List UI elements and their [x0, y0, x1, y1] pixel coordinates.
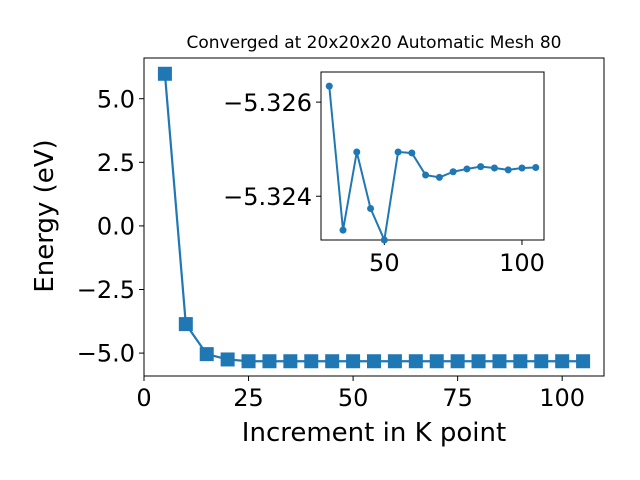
main-data-point	[262, 354, 277, 369]
inset-x-tick-label: 100	[499, 249, 545, 277]
inset-data-point	[532, 164, 540, 172]
inset-data-point	[490, 164, 498, 172]
main-data-point	[367, 354, 381, 369]
main-y-tick-label: 0.0	[97, 213, 135, 241]
inset-data-point	[504, 166, 512, 174]
inset-data-point	[325, 82, 333, 90]
inset-data-point	[353, 148, 361, 156]
main-data-point	[429, 354, 444, 369]
inset-x-tick-label: 50	[369, 249, 400, 277]
main-x-tick-label: 50	[338, 384, 369, 412]
main-data-point	[513, 354, 528, 369]
main-x-tick-label: 25	[233, 384, 264, 412]
main-data-point	[408, 354, 423, 369]
main-data-point	[241, 354, 256, 369]
main-x-tick-label: 0	[136, 384, 151, 412]
main-y-tick-label: −5.0	[77, 340, 135, 368]
main-data-point	[555, 354, 570, 369]
main-data-point	[178, 317, 193, 332]
main-y-tick-label: −2.5	[77, 276, 135, 304]
inset-data-point	[477, 163, 485, 171]
main-data-point	[157, 66, 172, 81]
inset-data-point	[394, 148, 402, 156]
main-plot-area: 0 25 50 75 100 5.0 2.5 0.0 −2.5 −5.0	[77, 57, 605, 412]
main-data-point	[304, 354, 319, 369]
main-x-tick-label: 100	[539, 384, 585, 412]
main-data-point	[471, 354, 486, 369]
inset-frame	[320, 71, 545, 241]
inset-data-point	[449, 168, 457, 176]
main-data-point	[325, 354, 340, 369]
y-axis-label: Energy (eV)	[30, 139, 60, 292]
inset-data-point	[463, 165, 471, 173]
main-data-point	[199, 347, 214, 362]
main-data-point	[283, 354, 298, 369]
inset-y-tick-label: −5.324	[223, 183, 312, 211]
inset-data-point	[408, 149, 416, 157]
main-data-point	[492, 354, 507, 369]
main-data-point	[220, 352, 235, 367]
inset-data-point	[367, 204, 375, 212]
inset-data-point	[380, 236, 388, 244]
main-x-tick-label: 75	[442, 384, 473, 412]
inset-data-point	[422, 171, 430, 179]
main-data-point	[346, 354, 361, 369]
main-data-point	[576, 354, 591, 369]
x-axis-label: Increment in K point	[242, 418, 506, 448]
chart-title: Converged at 20x20x20 Automatic Mesh 80	[187, 33, 562, 53]
main-data-point	[450, 354, 465, 369]
inset-plot-area: 50 100 −5.326 −5.324	[223, 71, 545, 277]
inset-series-line	[328, 86, 536, 241]
main-y-tick-label: 2.5	[97, 149, 135, 177]
inset-y-tick-label: −5.326	[223, 89, 312, 117]
main-frame	[143, 57, 605, 377]
main-y-tick-label: 5.0	[97, 85, 135, 113]
inset-data-point	[518, 164, 526, 172]
inset-data-point	[339, 226, 347, 234]
main-data-point	[534, 354, 549, 369]
inset-data-point	[435, 173, 443, 181]
main-data-point	[387, 354, 402, 369]
